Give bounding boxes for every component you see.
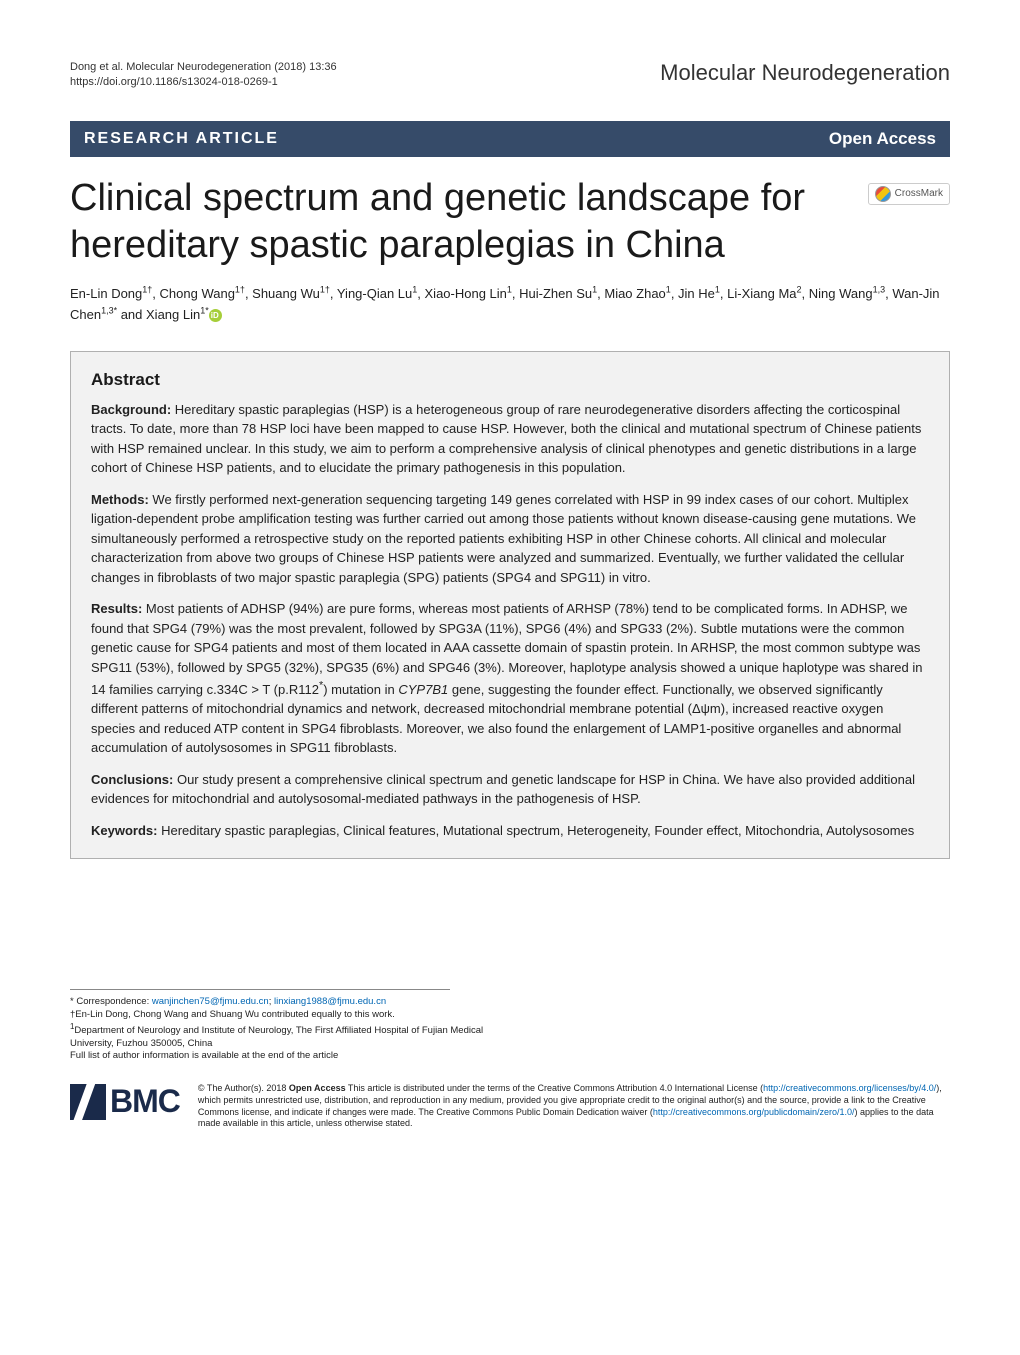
license-link-2[interactable]: http://creativecommons.org/publicdomain/… — [653, 1107, 855, 1117]
citation-block: Dong et al. Molecular Neurodegeneration … — [70, 60, 337, 91]
abstract-methods: Methods: We firstly performed next-gener… — [91, 490, 929, 588]
license-text: © The Author(s). 2018 Open Access This a… — [198, 1083, 950, 1130]
license-prefix: © The Author(s). 2018 — [198, 1083, 289, 1093]
bmc-logo: BMC — [70, 1083, 180, 1120]
background-label: Background: — [91, 402, 171, 417]
bmc-logo-icon — [70, 1084, 106, 1120]
bmc-logo-text: BMC — [110, 1083, 180, 1120]
results-label: Results: — [91, 601, 142, 616]
correspondence-label: * Correspondence: — [70, 996, 152, 1007]
open-access-label: Open Access — [829, 129, 936, 149]
journal-name: Molecular Neurodegeneration — [660, 60, 950, 86]
correspondence-line: * Correspondence: wanjinchen75@fjmu.edu.… — [70, 996, 490, 1009]
abstract-results: Results: Most patients of ADHSP (94%) ar… — [91, 599, 929, 757]
keywords-label: Keywords: — [91, 823, 157, 838]
authors-text: En-Lin Dong1†, Chong Wang1†, Shuang Wu1†… — [70, 286, 940, 321]
full-author-list-note: Full list of author information is avail… — [70, 1050, 490, 1063]
conclusions-label: Conclusions: — [91, 772, 173, 787]
page-container: Dong et al. Molecular Neurodegeneration … — [0, 0, 1020, 1160]
crossmark-icon — [875, 186, 891, 202]
abstract-box: Abstract Background: Hereditary spastic … — [70, 351, 950, 859]
article-title: Clinical spectrum and genetic landscape … — [70, 175, 860, 270]
license-link-1[interactable]: http://creativecommons.org/licenses/by/4… — [763, 1083, 936, 1093]
crossmark-badge[interactable]: CrossMark — [868, 183, 950, 207]
methods-label: Methods: — [91, 492, 149, 507]
methods-text: We firstly performed next-generation seq… — [91, 492, 916, 585]
background-text: Hereditary spastic paraplegias (HSP) is … — [91, 402, 921, 476]
affiliation-1: 1Department of Neurology and Institute o… — [70, 1022, 490, 1051]
results-text: Most patients of ADHSP (94%) are pure fo… — [91, 601, 923, 755]
abstract-background: Background: Hereditary spastic paraplegi… — [91, 400, 929, 478]
correspondence-email-1[interactable]: wanjinchen75@fjmu.edu.cn — [152, 996, 269, 1007]
abstract-heading: Abstract — [91, 370, 929, 390]
footer-notes: * Correspondence: wanjinchen75@fjmu.edu.… — [70, 996, 490, 1063]
spacer — [70, 899, 950, 989]
citation-doi: https://doi.org/10.1186/s13024-018-0269-… — [70, 75, 337, 90]
equal-contribution-note: †En-Lin Dong, Chong Wang and Shuang Wu c… — [70, 1009, 490, 1022]
conclusions-text: Our study present a comprehensive clinic… — [91, 772, 915, 807]
license-body-1: This article is distributed under the te… — [346, 1083, 764, 1093]
article-type-label: RESEARCH ARTICLE — [84, 130, 279, 148]
article-type-banner: RESEARCH ARTICLE Open Access — [70, 121, 950, 157]
abstract-conclusions: Conclusions: Our study present a compreh… — [91, 770, 929, 809]
crossmark-label: CrossMark — [895, 188, 943, 199]
correspondence-email-2[interactable]: linxiang1988@fjmu.edu.cn — [274, 996, 386, 1007]
authors-list: En-Lin Dong1†, Chong Wang1†, Shuang Wu1†… — [70, 284, 950, 325]
license-row: BMC © The Author(s). 2018 Open Access Th… — [70, 1083, 950, 1130]
orcid-icon[interactable] — [209, 309, 222, 322]
footer-separator — [70, 989, 450, 990]
license-open-access: Open Access — [289, 1083, 346, 1093]
title-row: Clinical spectrum and genetic landscape … — [70, 175, 950, 270]
keywords-text: Hereditary spastic paraplegias, Clinical… — [161, 823, 914, 838]
citation-line-1: Dong et al. Molecular Neurodegeneration … — [70, 60, 337, 75]
abstract-keywords: Keywords: Hereditary spastic paraplegias… — [91, 821, 929, 841]
header-row: Dong et al. Molecular Neurodegeneration … — [70, 60, 950, 91]
